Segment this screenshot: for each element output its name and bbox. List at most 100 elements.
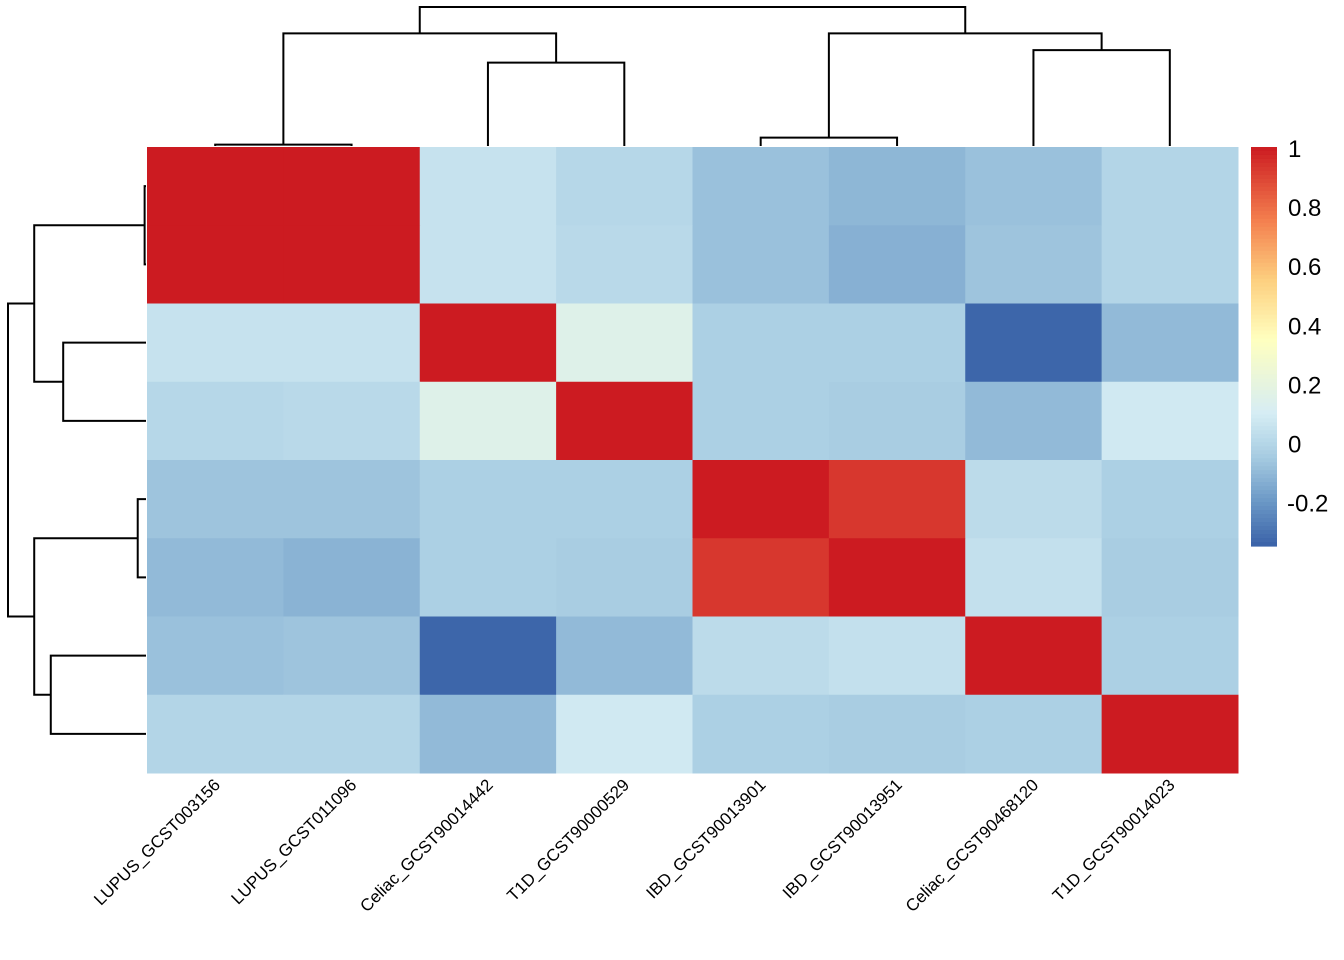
heatmap-cell: [147, 694, 284, 774]
legend-swatch: [1251, 394, 1277, 399]
heatmap-cell: [828, 303, 966, 383]
heatmap-cell: [828, 694, 966, 774]
legend-swatch: [1251, 490, 1277, 495]
legend-swatch: [1251, 170, 1277, 176]
legend-swatch: [1251, 274, 1277, 280]
legend-swatch: [1251, 462, 1277, 467]
legend-swatch: [1251, 454, 1277, 459]
heatmap-cell: [828, 538, 966, 617]
heatmap-cell: [419, 303, 557, 383]
heatmap-cell: [965, 381, 1103, 461]
legend-swatch: [1251, 262, 1277, 268]
dendrogram-branch: [282, 32, 558, 145]
column-label: T1D_GCST90000529: [503, 775, 633, 905]
legend-swatch: [1251, 147, 1277, 152]
legend-swatch: [1251, 370, 1277, 376]
legend-swatch: [1251, 290, 1277, 296]
row-dendrogram: [7, 185, 146, 735]
legend-swatch: [1251, 426, 1277, 431]
legend-swatch: [1251, 162, 1277, 168]
column-label: LUPUS_GCST011096: [228, 775, 361, 908]
legend-swatch: [1251, 230, 1277, 236]
heatmap-cells: [147, 147, 1239, 774]
heatmap-cell: [692, 694, 830, 774]
dendrogram-branch: [1032, 49, 1171, 146]
heatmap-cell: [1101, 225, 1239, 304]
heatmap-cell: [147, 381, 284, 461]
legend-swatch: [1251, 402, 1277, 407]
legend-swatch: [1251, 494, 1277, 499]
heatmap-cell: [692, 616, 830, 696]
heatmap-cell: [828, 225, 966, 304]
dendrogram-branch: [486, 61, 626, 146]
legend-swatch: [1251, 246, 1277, 252]
legend-swatch: [1251, 278, 1277, 284]
heatmap-cell: [965, 147, 1103, 226]
heatmap-cell: [965, 460, 1103, 539]
legend-swatch: [1251, 530, 1277, 535]
legend-swatch: [1251, 330, 1277, 336]
heatmap-cell: [283, 694, 421, 774]
heatmap-cell: [147, 460, 284, 539]
heatmap-cell: [556, 225, 693, 304]
legend-swatch: [1251, 410, 1277, 415]
legend-swatch: [1251, 158, 1277, 164]
heatmap-cell: [692, 538, 830, 617]
legend-swatch: [1251, 542, 1277, 547]
heatmap-cell: [556, 694, 693, 774]
heatmap-cell: [556, 460, 693, 539]
legend-swatch: [1251, 434, 1277, 439]
legend-swatch: [1251, 526, 1277, 531]
heatmap-cell: [283, 460, 421, 539]
dendrogram-branch: [143, 185, 146, 266]
legend-swatch: [1251, 258, 1277, 264]
legend-swatch: [1251, 254, 1277, 260]
legend-swatch: [1251, 414, 1277, 419]
legend-swatch: [1251, 206, 1277, 212]
heatmap-cell: [1101, 460, 1239, 539]
legend-swatch: [1251, 198, 1277, 204]
column-label: IBD_GCST90013901: [642, 775, 769, 902]
legend-swatch: [1251, 430, 1277, 435]
heatmap-cell: [283, 225, 421, 304]
legend-swatch: [1251, 210, 1277, 216]
legend-swatch: [1251, 446, 1277, 451]
legend-tick-label: 0: [1288, 432, 1301, 459]
dendrogram-branch: [136, 498, 146, 579]
heatmap-cell: [692, 460, 830, 539]
legend-swatch: [1251, 150, 1277, 156]
legend-swatch: [1251, 174, 1277, 180]
heatmap-cell: [419, 616, 557, 696]
heatmap-cell: [283, 147, 421, 226]
legend-swatch: [1251, 518, 1277, 523]
legend-swatch: [1251, 310, 1277, 316]
legend-swatch: [1251, 154, 1277, 160]
legend-swatch: [1251, 354, 1277, 360]
legend-swatch: [1251, 406, 1277, 411]
legend-swatch: [1251, 282, 1277, 288]
legend-swatch: [1251, 298, 1277, 304]
column-label: LUPUS_GCST003156: [90, 775, 224, 909]
legend-swatch: [1251, 266, 1277, 272]
legend-swatch: [1251, 470, 1277, 475]
heatmap-cell: [965, 538, 1103, 617]
legend-swatch: [1251, 366, 1277, 372]
legend-swatch: [1251, 382, 1277, 387]
column-dendrogram: [214, 6, 1171, 146]
legend-swatch: [1251, 346, 1277, 352]
legend-swatch: [1251, 478, 1277, 483]
heatmap-cell: [419, 381, 557, 461]
legend-swatch: [1251, 498, 1277, 503]
heatmap-cell: [556, 381, 693, 461]
legend-swatch: [1251, 466, 1277, 471]
legend-tick-label: -0.2: [1287, 491, 1328, 518]
heatmap-cell: [419, 225, 557, 304]
heatmap-cell: [965, 303, 1103, 383]
heatmap-cell: [965, 616, 1103, 696]
heatmap-cell: [1101, 538, 1239, 617]
legend-tick-label: 0.6: [1288, 254, 1321, 281]
column-labels: LUPUS_GCST003156 LUPUS_GCST011096Celiac_G…: [90, 775, 1178, 915]
heatmap-cell: [283, 303, 421, 383]
legend-swatch: [1251, 286, 1277, 292]
